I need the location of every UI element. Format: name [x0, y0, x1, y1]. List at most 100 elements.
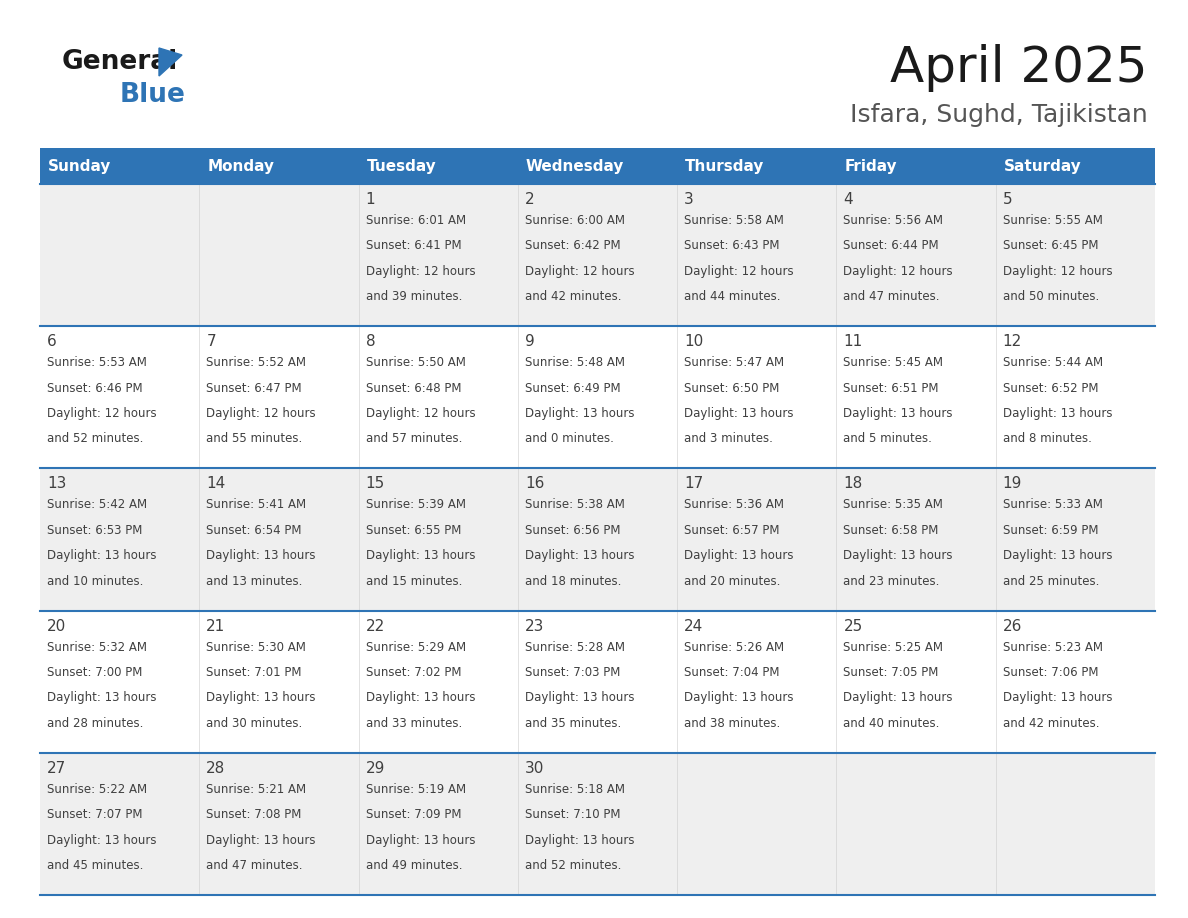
- FancyBboxPatch shape: [359, 148, 518, 184]
- Text: Sunday: Sunday: [48, 159, 112, 174]
- Text: Sunrise: 5:41 AM: Sunrise: 5:41 AM: [207, 498, 307, 511]
- FancyBboxPatch shape: [677, 610, 836, 753]
- Text: and 13 minutes.: and 13 minutes.: [207, 575, 303, 588]
- Text: Daylight: 13 hours: Daylight: 13 hours: [1003, 549, 1112, 562]
- Text: 15: 15: [366, 476, 385, 491]
- Text: 17: 17: [684, 476, 703, 491]
- Text: Sunrise: 5:47 AM: Sunrise: 5:47 AM: [684, 356, 784, 369]
- Polygon shape: [159, 48, 182, 76]
- Text: 29: 29: [366, 761, 385, 776]
- Text: and 52 minutes.: and 52 minutes.: [48, 432, 144, 445]
- Text: Sunrise: 5:19 AM: Sunrise: 5:19 AM: [366, 783, 466, 796]
- Text: Daylight: 13 hours: Daylight: 13 hours: [525, 407, 634, 420]
- Text: and 10 minutes.: and 10 minutes.: [48, 575, 144, 588]
- Text: Sunrise: 5:38 AM: Sunrise: 5:38 AM: [525, 498, 625, 511]
- FancyBboxPatch shape: [996, 468, 1155, 610]
- Text: and 52 minutes.: and 52 minutes.: [525, 859, 621, 872]
- Text: Sunset: 7:00 PM: Sunset: 7:00 PM: [48, 666, 143, 679]
- FancyBboxPatch shape: [359, 326, 518, 468]
- Text: 3: 3: [684, 192, 694, 207]
- Text: 19: 19: [1003, 476, 1022, 491]
- Text: Sunset: 7:10 PM: Sunset: 7:10 PM: [525, 808, 620, 822]
- Text: Sunrise: 5:53 AM: Sunrise: 5:53 AM: [48, 356, 147, 369]
- FancyBboxPatch shape: [518, 326, 677, 468]
- Text: 28: 28: [207, 761, 226, 776]
- Text: Daylight: 13 hours: Daylight: 13 hours: [207, 691, 316, 704]
- Text: Daylight: 12 hours: Daylight: 12 hours: [684, 264, 794, 278]
- FancyBboxPatch shape: [836, 148, 996, 184]
- Text: Sunrise: 5:56 AM: Sunrise: 5:56 AM: [843, 214, 943, 227]
- FancyBboxPatch shape: [677, 468, 836, 610]
- FancyBboxPatch shape: [40, 753, 200, 895]
- Text: Sunrise: 5:33 AM: Sunrise: 5:33 AM: [1003, 498, 1102, 511]
- Text: Daylight: 13 hours: Daylight: 13 hours: [1003, 691, 1112, 704]
- Text: Sunrise: 5:23 AM: Sunrise: 5:23 AM: [1003, 641, 1102, 654]
- Text: Sunrise: 5:48 AM: Sunrise: 5:48 AM: [525, 356, 625, 369]
- Text: 6: 6: [48, 334, 57, 349]
- Text: 12: 12: [1003, 334, 1022, 349]
- Text: Daylight: 13 hours: Daylight: 13 hours: [684, 691, 794, 704]
- Text: and 45 minutes.: and 45 minutes.: [48, 859, 144, 872]
- Text: Sunrise: 5:36 AM: Sunrise: 5:36 AM: [684, 498, 784, 511]
- Text: and 42 minutes.: and 42 minutes.: [525, 290, 621, 303]
- Text: Daylight: 12 hours: Daylight: 12 hours: [48, 407, 157, 420]
- Text: Daylight: 13 hours: Daylight: 13 hours: [1003, 407, 1112, 420]
- FancyBboxPatch shape: [996, 753, 1155, 895]
- Text: Daylight: 12 hours: Daylight: 12 hours: [525, 264, 634, 278]
- Text: Sunrise: 5:22 AM: Sunrise: 5:22 AM: [48, 783, 147, 796]
- Text: 14: 14: [207, 476, 226, 491]
- Text: 11: 11: [843, 334, 862, 349]
- Text: Isfara, Sughd, Tajikistan: Isfara, Sughd, Tajikistan: [851, 103, 1148, 127]
- Text: 24: 24: [684, 619, 703, 633]
- FancyBboxPatch shape: [518, 753, 677, 895]
- Text: 7: 7: [207, 334, 216, 349]
- Text: 18: 18: [843, 476, 862, 491]
- FancyBboxPatch shape: [40, 468, 200, 610]
- Text: Daylight: 12 hours: Daylight: 12 hours: [366, 264, 475, 278]
- Text: Sunrise: 5:28 AM: Sunrise: 5:28 AM: [525, 641, 625, 654]
- Text: and 15 minutes.: and 15 minutes.: [366, 575, 462, 588]
- Text: and 3 minutes.: and 3 minutes.: [684, 432, 773, 445]
- Text: Sunrise: 5:42 AM: Sunrise: 5:42 AM: [48, 498, 147, 511]
- Text: Sunset: 7:05 PM: Sunset: 7:05 PM: [843, 666, 939, 679]
- FancyBboxPatch shape: [200, 610, 359, 753]
- FancyBboxPatch shape: [40, 610, 200, 753]
- Text: 4: 4: [843, 192, 853, 207]
- FancyBboxPatch shape: [200, 148, 359, 184]
- Text: Daylight: 13 hours: Daylight: 13 hours: [366, 549, 475, 562]
- Text: and 30 minutes.: and 30 minutes.: [207, 717, 303, 730]
- Text: Friday: Friday: [845, 159, 897, 174]
- Text: Daylight: 13 hours: Daylight: 13 hours: [48, 834, 157, 846]
- Text: and 28 minutes.: and 28 minutes.: [48, 717, 144, 730]
- Text: Sunrise: 5:32 AM: Sunrise: 5:32 AM: [48, 641, 147, 654]
- Text: and 18 minutes.: and 18 minutes.: [525, 575, 621, 588]
- Text: Tuesday: Tuesday: [367, 159, 436, 174]
- FancyBboxPatch shape: [200, 326, 359, 468]
- Text: and 38 minutes.: and 38 minutes.: [684, 717, 781, 730]
- FancyBboxPatch shape: [836, 610, 996, 753]
- FancyBboxPatch shape: [200, 184, 359, 326]
- Text: Sunset: 6:58 PM: Sunset: 6:58 PM: [843, 524, 939, 537]
- FancyBboxPatch shape: [677, 753, 836, 895]
- Text: 10: 10: [684, 334, 703, 349]
- FancyBboxPatch shape: [836, 753, 996, 895]
- Text: Monday: Monday: [207, 159, 274, 174]
- Text: and 20 minutes.: and 20 minutes.: [684, 575, 781, 588]
- Text: Sunrise: 5:39 AM: Sunrise: 5:39 AM: [366, 498, 466, 511]
- FancyBboxPatch shape: [836, 468, 996, 610]
- FancyBboxPatch shape: [200, 468, 359, 610]
- Text: Daylight: 12 hours: Daylight: 12 hours: [366, 407, 475, 420]
- Text: and 50 minutes.: and 50 minutes.: [1003, 290, 1099, 303]
- Text: Sunrise: 5:55 AM: Sunrise: 5:55 AM: [1003, 214, 1102, 227]
- Text: Sunset: 7:07 PM: Sunset: 7:07 PM: [48, 808, 143, 822]
- Text: 13: 13: [48, 476, 67, 491]
- Text: Daylight: 12 hours: Daylight: 12 hours: [1003, 264, 1112, 278]
- Text: 23: 23: [525, 619, 544, 633]
- Text: Daylight: 13 hours: Daylight: 13 hours: [207, 834, 316, 846]
- FancyBboxPatch shape: [518, 184, 677, 326]
- Text: Sunset: 6:59 PM: Sunset: 6:59 PM: [1003, 524, 1098, 537]
- Text: Daylight: 12 hours: Daylight: 12 hours: [843, 264, 953, 278]
- Text: Daylight: 13 hours: Daylight: 13 hours: [684, 407, 794, 420]
- FancyBboxPatch shape: [359, 753, 518, 895]
- Text: Daylight: 13 hours: Daylight: 13 hours: [207, 549, 316, 562]
